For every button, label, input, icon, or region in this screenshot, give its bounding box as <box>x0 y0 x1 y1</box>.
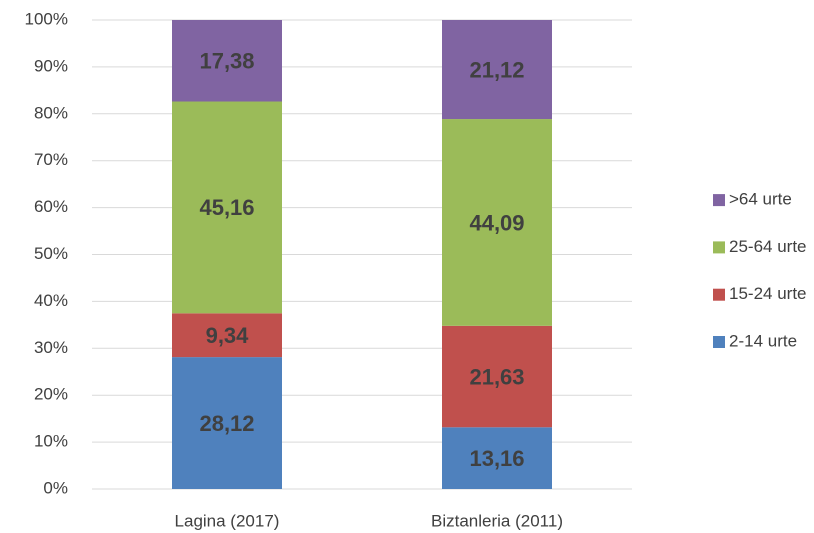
data-label: 44,09 <box>469 210 524 235</box>
legend-label: 15-24 urte <box>729 284 807 303</box>
y-tick-label: 50% <box>34 244 68 263</box>
bar-segment <box>442 119 552 326</box>
legend-swatch <box>713 194 725 207</box>
y-tick-label: 60% <box>34 197 68 216</box>
data-label: 28,12 <box>199 411 254 436</box>
y-tick-label: 0% <box>43 478 68 497</box>
y-tick-label: 90% <box>34 56 68 75</box>
y-tick-label: 100% <box>25 9 68 28</box>
data-label: 45,16 <box>199 195 254 220</box>
data-label: 13,16 <box>469 446 524 471</box>
y-tick-label: 80% <box>34 103 68 122</box>
x-tick-label: Biztanleria (2011) <box>431 511 563 530</box>
y-tick-label: 40% <box>34 291 68 310</box>
bar-segment <box>442 325 552 428</box>
legend-swatch <box>713 336 725 348</box>
legend-swatch <box>713 288 725 301</box>
bar-segment <box>172 357 282 489</box>
bar-segment <box>172 101 282 314</box>
bar-segment <box>172 20 282 102</box>
legend-label: 2-14 urte <box>729 331 797 350</box>
y-tick-label: 20% <box>34 385 68 404</box>
legend-swatch <box>713 241 725 254</box>
x-tick-label: Lagina (2017) <box>175 511 280 530</box>
bar-segment <box>442 427 552 489</box>
y-tick-label: 30% <box>34 338 68 357</box>
data-label: 21,12 <box>469 57 524 82</box>
bar-segment <box>442 20 552 120</box>
legend-label: 25-64 urte <box>729 237 807 256</box>
data-label: 21,63 <box>469 364 524 389</box>
y-tick-label: 10% <box>34 432 68 451</box>
legend-label: >64 urte <box>729 190 792 209</box>
bar-segment <box>172 313 282 358</box>
y-tick-label: 70% <box>34 150 68 169</box>
data-label: 9,34 <box>206 323 250 348</box>
data-label: 17,38 <box>199 49 254 74</box>
